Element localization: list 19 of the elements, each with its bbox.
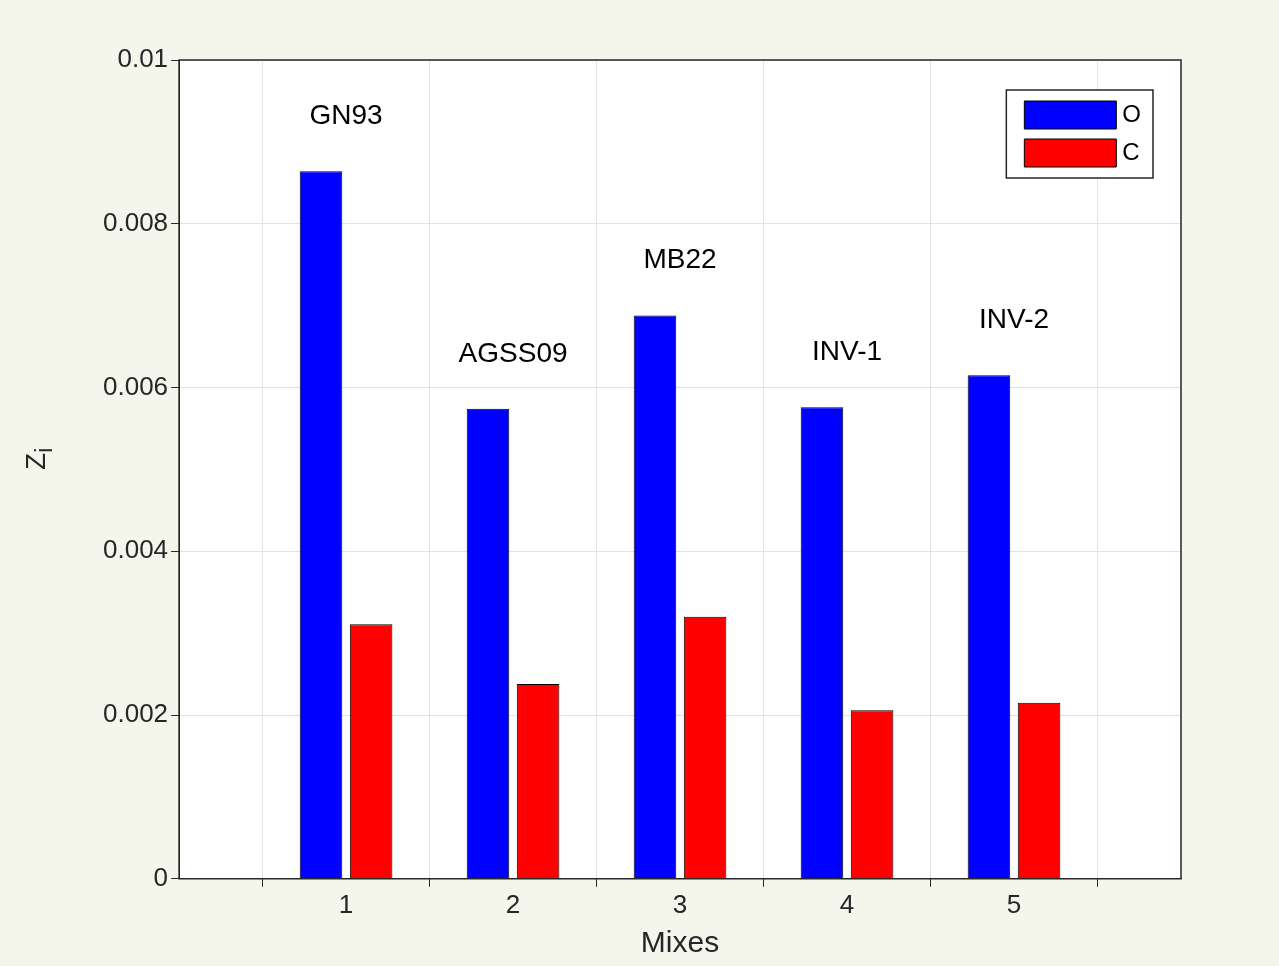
- x-tick-label: 2: [505, 888, 521, 919]
- legend-label: O: [1122, 99, 1141, 127]
- x-axis-title: Mixes: [640, 925, 720, 959]
- annotation: INV-2: [978, 302, 1050, 334]
- annotation: GN93: [309, 99, 383, 131]
- y-tick-label: 0.01: [117, 43, 169, 74]
- x-tick-label: 4: [839, 888, 855, 919]
- x-tick-label: 5: [1006, 888, 1022, 919]
- x-tick-label: 1: [338, 888, 354, 919]
- x-tick-label: 3: [672, 888, 688, 919]
- y-tick-label: 0.004: [102, 534, 169, 565]
- annotation: AGSS09: [458, 336, 568, 368]
- annotation: MB22: [643, 243, 717, 275]
- y-tick-label: 0.006: [102, 370, 169, 401]
- annotation: INV-1: [812, 334, 883, 366]
- y-tick-label: 0.002: [102, 698, 169, 729]
- legend-label: C: [1122, 137, 1140, 165]
- y-tick-label: 0: [153, 861, 169, 892]
- y-tick-label: 0.008: [102, 206, 169, 237]
